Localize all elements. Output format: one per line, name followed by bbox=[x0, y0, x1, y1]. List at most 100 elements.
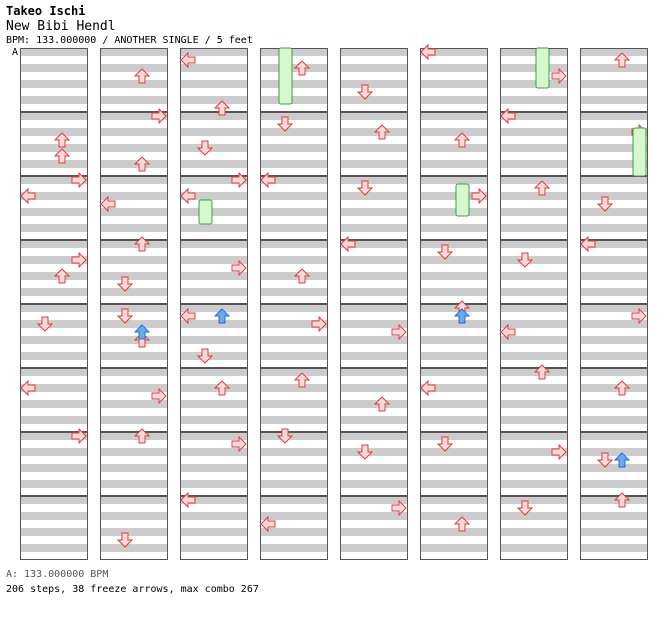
right-arrow-icon bbox=[231, 259, 247, 277]
beat-stripe bbox=[20, 208, 88, 216]
beat-stripe bbox=[20, 528, 88, 536]
measure bbox=[340, 304, 408, 368]
beat-stripe bbox=[20, 176, 88, 184]
beat-stripe bbox=[500, 304, 568, 312]
beat-stripe bbox=[100, 400, 168, 408]
beat-stripe bbox=[20, 112, 88, 120]
measure-border bbox=[20, 176, 88, 240]
chart-column bbox=[180, 48, 248, 560]
right-arrow-icon bbox=[71, 427, 87, 445]
beat-stripe bbox=[260, 288, 328, 296]
down-arrow-icon bbox=[276, 428, 294, 444]
measure-border bbox=[20, 240, 88, 304]
measure bbox=[260, 176, 328, 240]
beat-stripe bbox=[180, 272, 248, 280]
measure bbox=[20, 240, 88, 304]
measure-border bbox=[20, 112, 88, 176]
beat-stripe bbox=[340, 256, 408, 264]
left-arrow-icon bbox=[20, 187, 36, 205]
beat-stripe bbox=[260, 80, 328, 88]
beat-stripe bbox=[420, 544, 488, 552]
beat-stripe bbox=[420, 64, 488, 72]
beat-stripe bbox=[420, 240, 488, 248]
beat-stripe bbox=[420, 176, 488, 184]
down-arrow-icon bbox=[436, 244, 454, 260]
beat-stripe bbox=[20, 496, 88, 504]
left-arrow-icon bbox=[180, 187, 196, 205]
beat-stripe bbox=[100, 176, 168, 184]
measure-border bbox=[340, 496, 408, 560]
measure-border bbox=[580, 240, 648, 304]
measure-border bbox=[500, 432, 568, 496]
beat-stripe bbox=[100, 192, 168, 200]
beat-stripe bbox=[180, 448, 248, 456]
up-arrow-icon bbox=[293, 60, 311, 76]
beat-stripe bbox=[180, 128, 248, 136]
beat-stripe bbox=[260, 176, 328, 184]
measure bbox=[20, 304, 88, 368]
down-arrow-icon bbox=[36, 316, 54, 332]
measure bbox=[500, 48, 568, 112]
measure bbox=[420, 496, 488, 560]
down-arrow-icon bbox=[596, 196, 614, 212]
measure bbox=[260, 368, 328, 432]
beat-stripe bbox=[180, 352, 248, 360]
beat-stripe bbox=[260, 512, 328, 520]
beat-stripe bbox=[500, 512, 568, 520]
beat-stripe bbox=[260, 160, 328, 168]
measure bbox=[420, 368, 488, 432]
measure-border bbox=[180, 48, 248, 112]
measure-border bbox=[180, 176, 248, 240]
beat-stripe bbox=[580, 544, 648, 552]
beat-stripe bbox=[20, 480, 88, 488]
measure-border bbox=[260, 240, 328, 304]
measure-border bbox=[260, 176, 328, 240]
measure bbox=[260, 48, 328, 112]
measure bbox=[20, 368, 88, 432]
beat-stripe bbox=[260, 384, 328, 392]
measure-border bbox=[100, 176, 168, 240]
measure-border bbox=[100, 368, 168, 432]
freeze-arrow bbox=[455, 183, 470, 217]
measure-border bbox=[580, 112, 648, 176]
up-arrow-icon bbox=[133, 156, 151, 172]
beat-stripe bbox=[260, 224, 328, 232]
down-arrow-icon bbox=[436, 436, 454, 452]
beat-stripe bbox=[260, 480, 328, 488]
beat-stripe bbox=[180, 304, 248, 312]
measure-border bbox=[420, 48, 488, 112]
beat-stripe bbox=[180, 80, 248, 88]
beat-stripe bbox=[420, 256, 488, 264]
measure bbox=[500, 304, 568, 368]
measure bbox=[580, 304, 648, 368]
measure-border bbox=[100, 48, 168, 112]
chart-column bbox=[420, 48, 488, 560]
beat-stripe bbox=[340, 320, 408, 328]
up-arrow-icon bbox=[213, 100, 231, 116]
beat-stripe bbox=[340, 64, 408, 72]
beat-stripe bbox=[340, 80, 408, 88]
beat-stripe bbox=[500, 96, 568, 104]
beat-stripe bbox=[420, 336, 488, 344]
freeze-arrow bbox=[535, 47, 550, 89]
down-arrow-icon bbox=[596, 452, 614, 468]
beat-stripe bbox=[420, 432, 488, 440]
measure-border bbox=[500, 112, 568, 176]
measure bbox=[260, 496, 328, 560]
beat-stripe bbox=[580, 432, 648, 440]
beat-stripe bbox=[500, 256, 568, 264]
measure bbox=[100, 240, 168, 304]
beat-stripe bbox=[20, 320, 88, 328]
left-arrow-icon bbox=[500, 323, 516, 341]
measure-border bbox=[340, 112, 408, 176]
measure bbox=[180, 176, 248, 240]
measure bbox=[340, 368, 408, 432]
beat-stripe bbox=[100, 512, 168, 520]
beat-stripe bbox=[100, 352, 168, 360]
measure-border bbox=[260, 48, 328, 112]
beat-stripe bbox=[420, 208, 488, 216]
beat-stripe bbox=[340, 160, 408, 168]
beat-stripe bbox=[20, 448, 88, 456]
measure bbox=[420, 240, 488, 304]
beat-stripe bbox=[340, 432, 408, 440]
